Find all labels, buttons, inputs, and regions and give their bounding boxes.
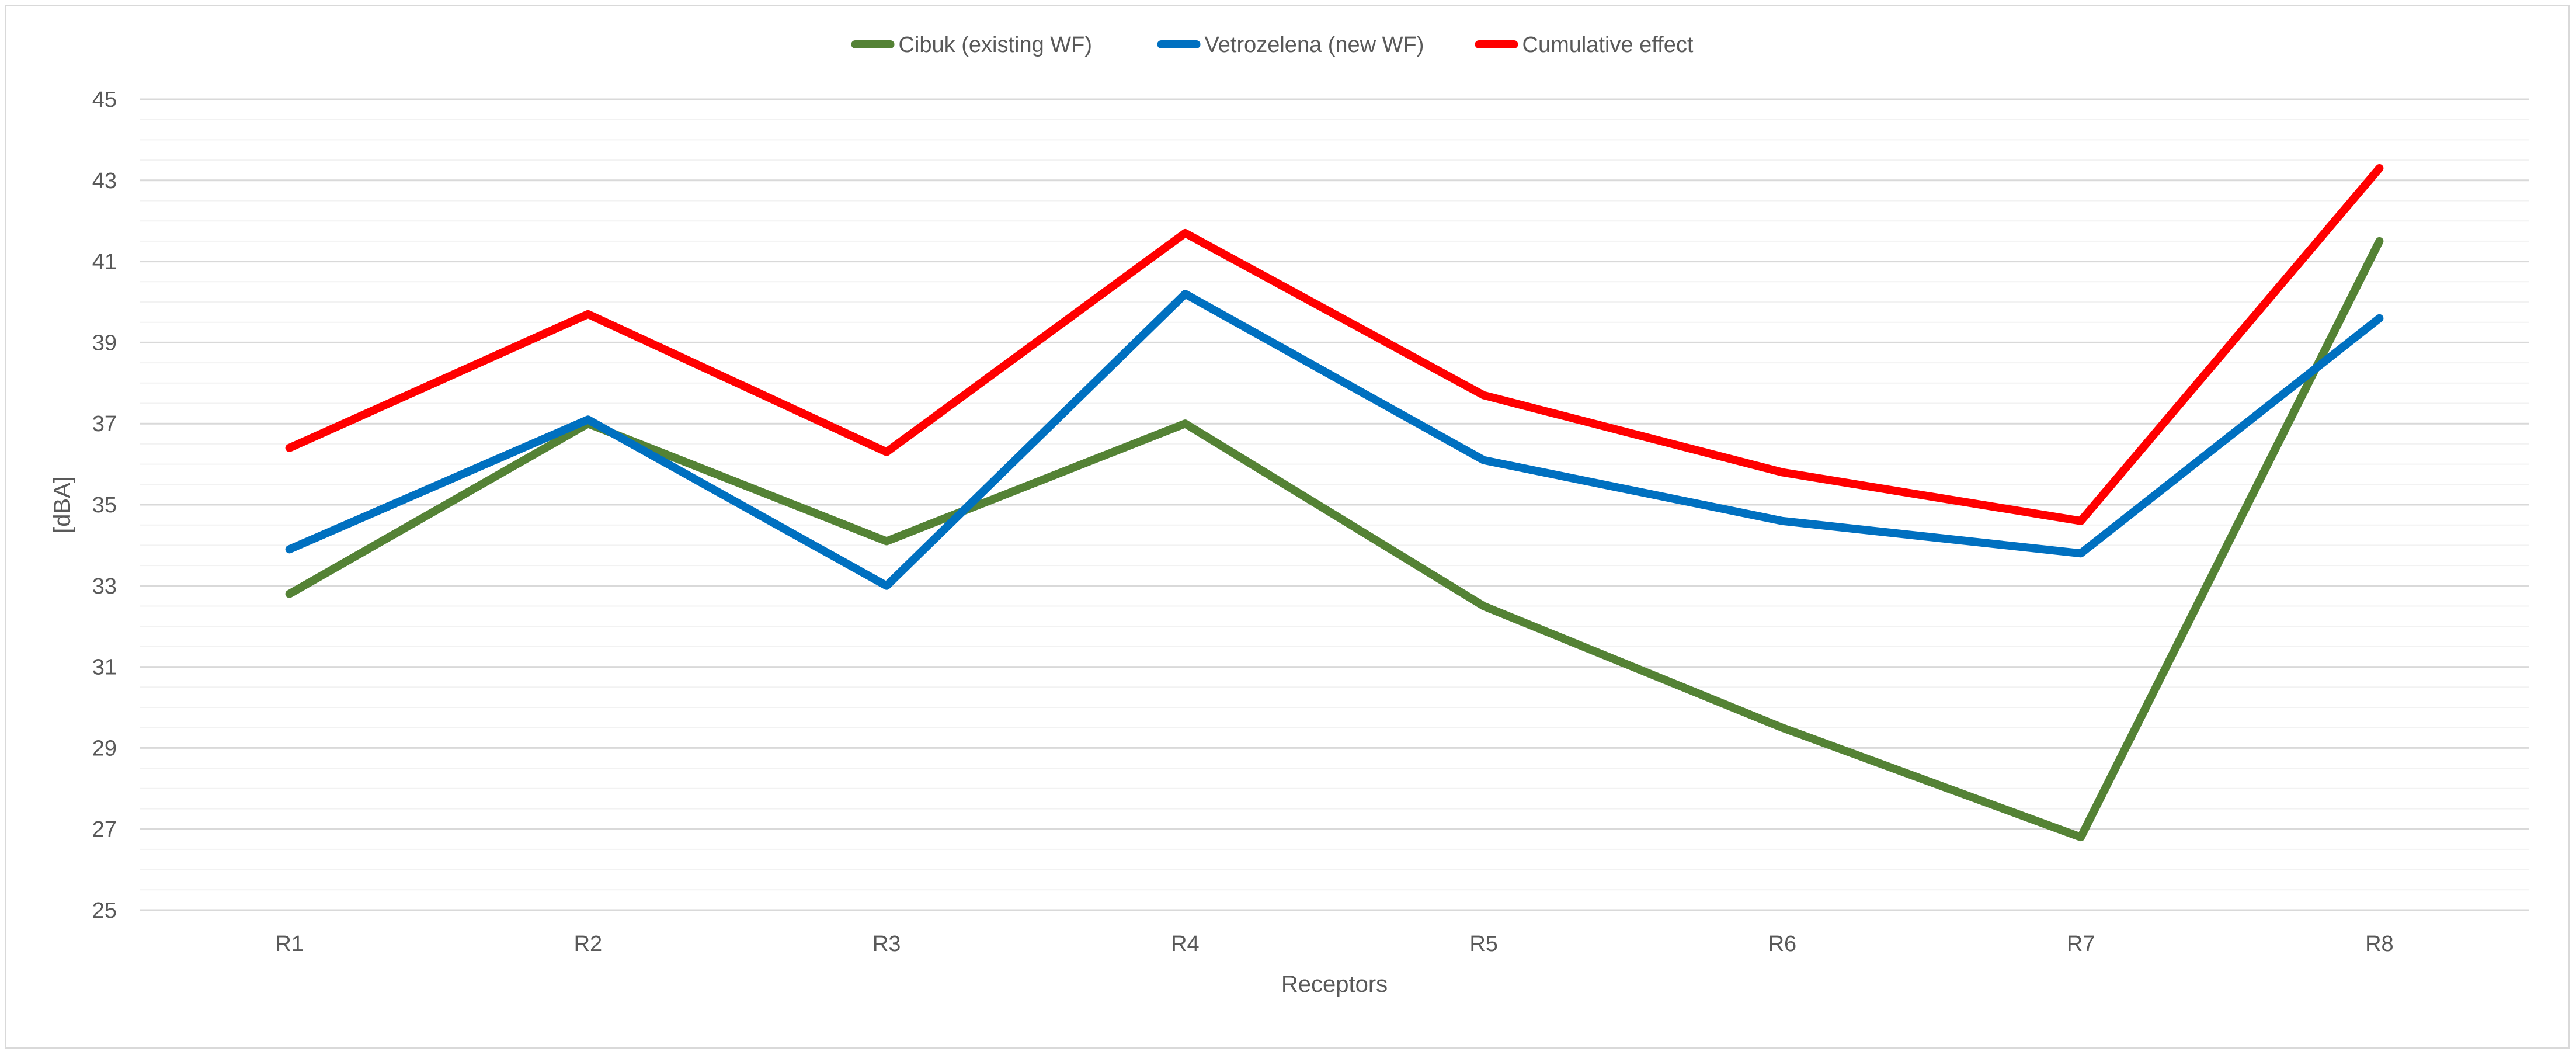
series-line — [285, 164, 2384, 525]
chart-frame — [5, 5, 2570, 1049]
y-tick-label: 33 — [92, 574, 117, 599]
y-tick-label: 45 — [92, 88, 117, 112]
y-axis-title: [dBA] — [50, 476, 75, 533]
x-tick-label: R6 — [1768, 932, 1797, 956]
legend-label: Vetrozelena (new WF) — [1205, 33, 1424, 57]
x-axis-title: Receptors — [1281, 971, 1388, 997]
legend-label: Cibuk (existing WF) — [899, 33, 1093, 57]
y-tick-label: 31 — [92, 655, 117, 680]
x-tick-label: R7 — [2067, 932, 2095, 956]
x-tick-label: R3 — [872, 932, 901, 956]
minor-gridlines — [140, 119, 2529, 891]
x-tick-label: R8 — [2365, 932, 2394, 956]
y-tick-label: 41 — [92, 250, 117, 275]
y-tick-label: 35 — [92, 493, 117, 518]
legend: Cibuk (existing WF) Vetrozelena (new WF) C… — [851, 33, 1694, 57]
x-tick-label: R2 — [574, 932, 603, 956]
x-tick-label: R5 — [1469, 932, 1498, 956]
series-lines — [285, 164, 2384, 842]
x-tick-label: R1 — [275, 932, 304, 956]
y-tick-label: 27 — [92, 817, 117, 842]
y-tick-label: 29 — [92, 736, 117, 761]
y-tick-label: 43 — [92, 169, 117, 193]
x-tick-label: R4 — [1171, 932, 1200, 956]
y-tick-label: 39 — [92, 331, 117, 355]
y-axis-tick-labels: 25 27 29 31 33 35 37 39 41 43 45 — [92, 88, 117, 923]
x-axis-tick-labels: R1 R2 R3 R4 R5 R6 R7 R8 — [275, 932, 2393, 956]
y-tick-label: 37 — [92, 412, 117, 436]
legend-label: Cumulative effect — [1522, 33, 1694, 57]
y-tick-label: 25 — [92, 898, 117, 923]
series-line — [285, 290, 2384, 590]
major-gridlines — [140, 98, 2529, 830]
